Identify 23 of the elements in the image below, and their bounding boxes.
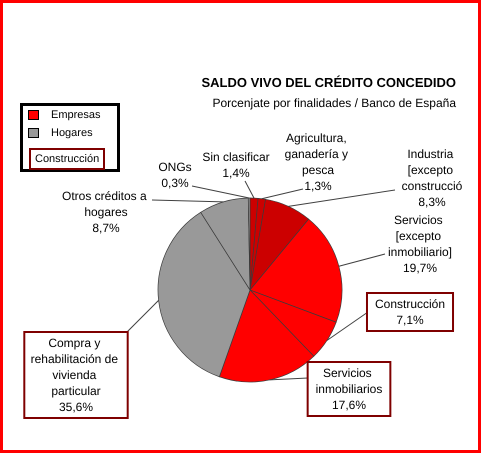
chart-subtitle: Porcenjate por finalidades / Banco de España (212, 95, 456, 111)
chart-title: SALDO VIVO DEL CRÉDITO CONCEDIDO (202, 75, 456, 91)
slice-label: Otros créditos a hogares (62, 189, 150, 219)
slice-label: Servicios inmobiliarios (316, 366, 382, 396)
text: Hogares (51, 127, 93, 139)
data-label: 0,3% (161, 176, 189, 190)
data-label: 8,3% (418, 195, 446, 209)
slice-label: Compra y rehabilitación de vivienda particular (30, 336, 122, 398)
slice-label: Construcción (374, 297, 446, 311)
data-label: 8,7% (92, 221, 120, 235)
data-label: 7,1% (396, 313, 424, 327)
slice-label: Sin clasificar (202, 150, 270, 164)
text: Construcción (29, 148, 106, 170)
data-label: 19,7% (402, 261, 438, 275)
slice-label: Industria [excepto construcció (402, 147, 463, 193)
data-label: 1,3% (304, 179, 332, 193)
data-label: 35,6% (58, 400, 94, 414)
slice-label: ONGs (158, 160, 192, 174)
text: Empresas (51, 109, 101, 121)
slice-label: Agricultura, ganadería y pesca (284, 131, 352, 177)
slice-label: Servicios [excepto inmobiliario] (388, 213, 452, 259)
data-label: 17,6% (332, 398, 366, 412)
data-label: 1,4% (222, 166, 250, 180)
